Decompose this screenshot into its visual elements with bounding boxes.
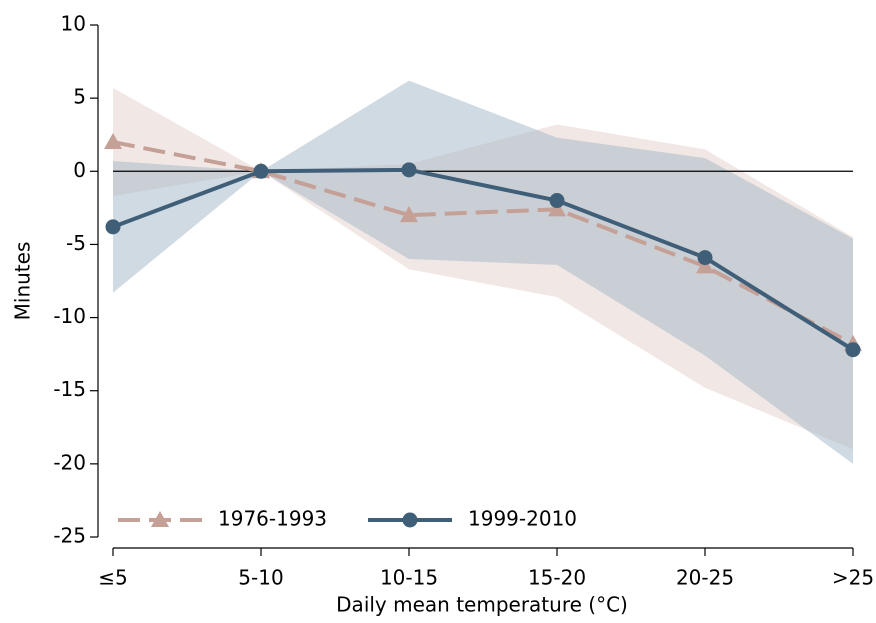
x-tick-label: >25: [832, 566, 874, 590]
legend-marker: [402, 512, 418, 528]
y-tick-label: -15: [53, 377, 86, 401]
legend-marker: [151, 511, 169, 527]
point: [253, 163, 269, 179]
confidence-band: [113, 80, 853, 464]
y-tick-label: 0: [73, 158, 86, 182]
y-tick-label: 5: [73, 85, 86, 109]
bands: [113, 80, 853, 464]
x-tick-label: 15-20: [528, 566, 586, 590]
x-tick-label: ≤5: [98, 566, 127, 590]
point: [105, 219, 121, 235]
legend-item: 1999-2010: [368, 507, 577, 531]
legend-label: 1976-1993: [218, 507, 327, 531]
legend-item: 1976-1993: [118, 507, 327, 531]
line: [112, 167, 855, 352]
legend-label: 1999-2010: [468, 507, 577, 531]
y-tick-label: -5: [66, 231, 86, 255]
point: [104, 133, 122, 150]
line: [112, 140, 854, 346]
point: [401, 162, 417, 178]
x-axis-label: Daily mean temperature (°C): [336, 593, 628, 617]
series: [105, 162, 861, 358]
point: [845, 342, 861, 358]
y-tick-label: -25: [53, 524, 86, 548]
y-tick-label: -20: [53, 450, 86, 474]
x-tick-label: 10-15: [380, 566, 438, 590]
x-tick-label: 20-25: [676, 566, 734, 590]
y-tick-label: -10: [53, 304, 86, 328]
y-axis-label: Minutes: [11, 242, 35, 321]
point: [697, 250, 713, 266]
point: [400, 206, 418, 223]
x-tick-label: 5-10: [238, 566, 283, 590]
point: [696, 257, 714, 274]
y-tick-label: 10: [61, 12, 86, 36]
point: [548, 200, 566, 217]
point: [549, 193, 565, 209]
